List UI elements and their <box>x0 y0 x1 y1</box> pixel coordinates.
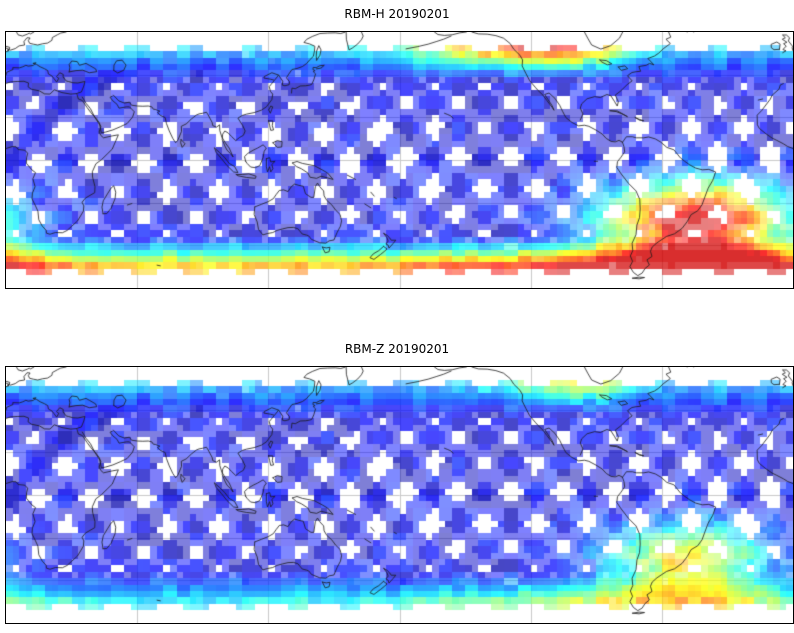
map-canvas-rbm-z <box>5 366 794 624</box>
panel-title-rbm-h: RBM-H 20190201 <box>344 7 450 21</box>
panel-title-rbm-z: RBM-Z 20190201 <box>344 342 450 356</box>
map-canvas-rbm-h <box>5 31 794 289</box>
